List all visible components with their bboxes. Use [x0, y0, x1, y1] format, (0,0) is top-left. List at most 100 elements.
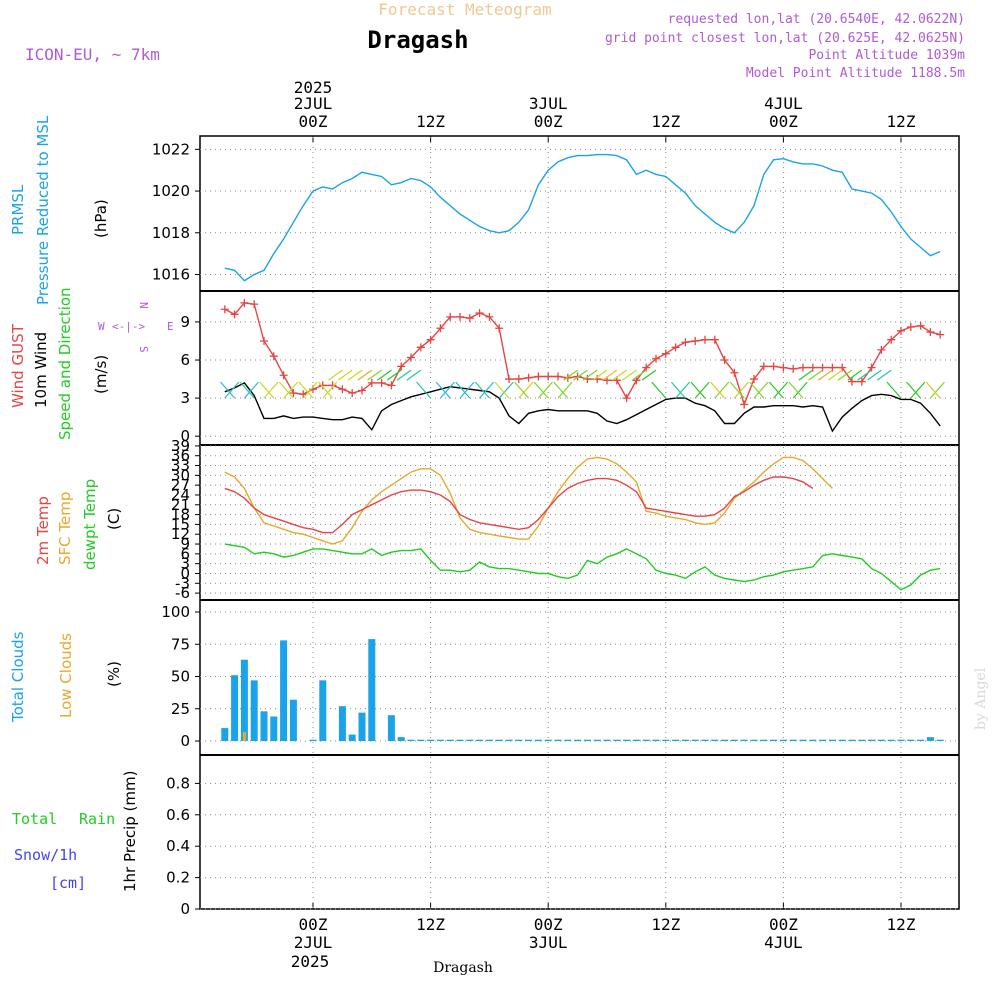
wind-gust-marker [544, 372, 553, 381]
wind-arrow [773, 381, 789, 399]
snow-unit: [cm] [50, 874, 86, 892]
clouds-tick-label: 100 [161, 603, 190, 621]
pressure-label-1: PRMSL [9, 184, 27, 235]
grid-lines [195, 137, 959, 910]
wind-arrow [749, 381, 765, 399]
wind-arrow [386, 369, 402, 381]
wind-arrow [788, 381, 804, 399]
wind-gust-marker [906, 323, 915, 332]
total-clouds-bar [417, 739, 425, 741]
wind-arrow [220, 381, 236, 399]
temp-unit: (C) [105, 508, 123, 530]
wind-arrow [224, 381, 240, 399]
total-clouds-bar [917, 739, 925, 741]
wind-gust-label: Wind GUST [9, 323, 27, 408]
total-clouds-bar [427, 739, 435, 741]
total-clouds-bar [231, 675, 239, 741]
wind-arrow [337, 369, 353, 381]
bottom-time-label: 12Z [887, 915, 916, 934]
temp-sfc-label: SFC Temp [56, 492, 74, 565]
precip-total-label: Total [12, 810, 57, 828]
wind-gust-marker [387, 381, 396, 390]
total-clouds-bar [554, 739, 562, 741]
wind-arrow [929, 381, 945, 399]
wind-gust-marker [505, 375, 513, 384]
plot-frame [199, 135, 960, 910]
total-clouds-bar [760, 739, 768, 741]
total-clouds-bar [240, 659, 248, 741]
wind-gust-marker [495, 324, 504, 333]
low-clouds-label: Low Clouds [57, 633, 75, 718]
wind-arrow [322, 381, 338, 399]
wind-arrow [474, 381, 490, 399]
wind-arrow [406, 369, 422, 381]
wind-gust-marker [857, 377, 866, 386]
wind-gust-marker [465, 314, 474, 323]
wind-arrow [357, 369, 373, 381]
wind-arrow [518, 381, 534, 399]
wind-arrow [808, 369, 823, 381]
wind-arrow [798, 369, 814, 381]
wind-gust-marker [220, 305, 229, 314]
wind-arrow [494, 381, 510, 399]
compass-north: N [137, 302, 150, 309]
wind-arrow [298, 381, 314, 399]
wind-gust-marker [416, 343, 425, 352]
precip-tick-label: 0.6 [166, 806, 190, 824]
bottom-time-label: 00Z [769, 915, 798, 934]
temperature-tick-label: -6 [175, 584, 190, 602]
wind-gust-marker [230, 310, 239, 319]
temperature-tick-label: 6 [180, 545, 190, 563]
temperature-tick-label: 39 [171, 437, 190, 455]
footer-location: Dragash [433, 960, 493, 976]
wind-gust-marker [848, 377, 856, 386]
low-clouds-bar [242, 731, 246, 741]
total-clouds-bar [711, 739, 719, 741]
wind-arrow [886, 381, 902, 399]
wind-gust-marker [269, 352, 278, 361]
wind-arrow [377, 369, 392, 381]
total-clouds-bar [603, 739, 611, 741]
temperature-tick-label: 15 [171, 515, 190, 533]
wind-arrow [710, 381, 726, 399]
temperature-tick-label: 3 [180, 555, 190, 573]
temperature-tick-label: 33 [171, 457, 190, 475]
model-label: ICON-EU, ~ 7km [25, 45, 160, 64]
top-time-label: 2JUL [294, 94, 333, 113]
wind-gust-marker [936, 330, 945, 339]
wind-gust-marker [661, 349, 670, 358]
wind-arrow [837, 369, 853, 381]
top-time-label: 12Z [651, 112, 680, 131]
wind-arrow [459, 381, 475, 399]
location-title: Dragash [367, 26, 468, 54]
wind-gust-marker [652, 354, 660, 363]
total-clouds-bar [319, 680, 327, 741]
clouds-tick-label: 0 [180, 732, 190, 750]
total-clouds-bar [387, 715, 395, 741]
wind-arrow [729, 381, 745, 399]
wind-arrow [631, 369, 647, 381]
wind-gust-marker [328, 381, 337, 390]
compass-arrow: <-|-> [112, 320, 145, 333]
wind-arrow [602, 369, 618, 381]
wind-arrow [867, 369, 882, 381]
wind-gust-marker [407, 353, 415, 362]
wind-gust-marker [720, 356, 729, 365]
pressure-line [224, 153, 941, 282]
wind-arrow [592, 369, 608, 381]
wind-gust-marker [397, 362, 406, 371]
total-clouds-bar [260, 711, 268, 741]
wind-gust-marker [877, 345, 886, 354]
wind-speed-dir-label: Speed and Direction [56, 287, 74, 440]
total-clouds-bar [495, 739, 503, 741]
total-clouds-bar [868, 739, 876, 741]
temperature-tick-label: 0 [180, 564, 190, 582]
total-clouds-bar [632, 739, 640, 741]
wind-gust-marker [348, 389, 357, 398]
wind-arrow [733, 381, 749, 399]
total-clouds-bar [309, 739, 317, 741]
wind-gust-marker [916, 321, 925, 330]
wind-gust-marker [377, 378, 386, 387]
top-time-label: 00Z [299, 112, 328, 131]
